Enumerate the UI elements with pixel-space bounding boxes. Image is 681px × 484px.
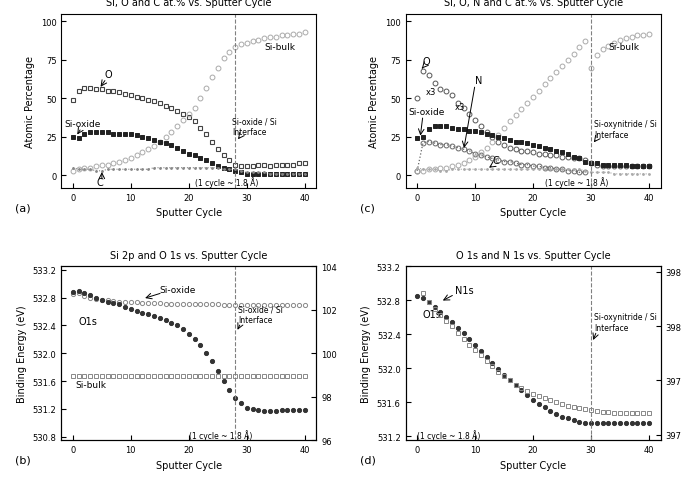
Text: (1 cycle ~ 1.8 Å): (1 cycle ~ 1.8 Å) (195, 177, 258, 188)
Text: Si-oxide / Si
Interface: Si-oxide / Si Interface (232, 117, 277, 136)
Text: Si-bulk: Si-bulk (76, 380, 107, 389)
X-axis label: Sputter Cycle: Sputter Cycle (500, 208, 566, 218)
X-axis label: Sputter Cycle: Sputter Cycle (500, 460, 566, 470)
Text: O1s: O1s (79, 317, 97, 326)
Text: (1 cycle ~ 1.8 Å): (1 cycle ~ 1.8 Å) (417, 429, 481, 440)
Text: O1s: O1s (423, 309, 442, 319)
Text: Si-oxynitride / Si
Interface: Si-oxynitride / Si Interface (594, 313, 656, 332)
Text: C: C (492, 156, 499, 166)
Text: Si-oxide: Si-oxide (160, 286, 196, 294)
X-axis label: Sputter Cycle: Sputter Cycle (156, 460, 222, 470)
Y-axis label: Atomic Percentage: Atomic Percentage (369, 56, 379, 147)
Text: x3: x3 (426, 88, 437, 96)
Text: (1 cycle ~ 1.8 Å): (1 cycle ~ 1.8 Å) (189, 429, 252, 440)
Text: O: O (105, 70, 112, 79)
Text: Si-oxide / Si
Interface: Si-oxide / Si Interface (238, 305, 283, 324)
Text: (a): (a) (16, 203, 31, 213)
Text: (1 cycle ~ 1.8 Å): (1 cycle ~ 1.8 Å) (545, 177, 608, 188)
Text: (c): (c) (360, 203, 375, 213)
Y-axis label: Binding Energy (eV): Binding Energy (eV) (17, 305, 27, 402)
Y-axis label: Binding Energy (eV): Binding Energy (eV) (361, 305, 371, 402)
Text: N1s: N1s (455, 286, 473, 296)
Text: N: N (475, 76, 482, 86)
Text: Si-bulk: Si-bulk (608, 43, 639, 52)
Text: (b): (b) (16, 455, 31, 465)
Text: Si-oxide: Si-oxide (64, 120, 101, 129)
Y-axis label: Atomic Percentage: Atomic Percentage (25, 56, 35, 147)
Title: Si, O, N and C at.% vs. Sputter Cycle: Si, O, N and C at.% vs. Sputter Cycle (443, 0, 622, 8)
Title: Si 2p and O 1s vs. Sputter Cycle: Si 2p and O 1s vs. Sputter Cycle (110, 250, 268, 260)
Text: C: C (96, 177, 103, 187)
Text: Si-oxynitride / Si
Interface: Si-oxynitride / Si Interface (594, 120, 656, 139)
Text: x3: x3 (455, 103, 465, 112)
X-axis label: Sputter Cycle: Sputter Cycle (156, 208, 222, 218)
Text: O: O (423, 57, 430, 67)
Text: (d): (d) (360, 455, 375, 465)
Text: Si-bulk: Si-bulk (264, 43, 295, 52)
Title: O 1s and N 1s vs. Sputter Cycle: O 1s and N 1s vs. Sputter Cycle (456, 250, 610, 260)
Title: Si, O and C at.% vs. Sputter Cycle: Si, O and C at.% vs. Sputter Cycle (106, 0, 272, 8)
Text: Si-oxide: Si-oxide (409, 107, 445, 117)
